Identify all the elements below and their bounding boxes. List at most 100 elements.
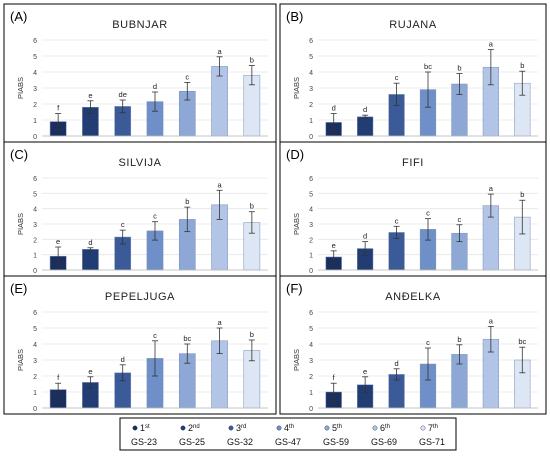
chart-panel: (D) FIFI 0 1 2 3 4 5 6 PIABS e d c c c a b	[279, 141, 547, 277]
legend-stage-label: GS-69	[371, 437, 397, 447]
y-tick-label: 4	[33, 70, 37, 77]
significance-letter: bc	[424, 62, 432, 71]
panel-label: (A)	[10, 9, 27, 24]
significance-letter: bc	[518, 337, 526, 346]
y-tick-label: 5	[33, 54, 37, 61]
y-axis-label: PIABS	[292, 213, 301, 235]
y-tick-label: 3	[33, 86, 37, 93]
y-tick-label: 1	[33, 118, 37, 125]
significance-letter: d	[332, 104, 336, 113]
legend: 1stGS-232ndGS-253rdGS-324thGS-475thGS-59…	[119, 417, 457, 451]
legend-marker-label: 4th	[284, 423, 294, 433]
significance-letter: d	[363, 232, 367, 241]
significance-letter: d	[88, 238, 92, 247]
y-tick-label: 3	[33, 222, 37, 229]
significance-letter: d	[394, 359, 398, 368]
significance-letter: c	[395, 73, 399, 82]
legend-marker-number: 3	[236, 423, 241, 433]
significance-letter: c	[458, 215, 462, 224]
panel-border	[3, 3, 277, 143]
y-tick-label: 4	[309, 70, 313, 77]
panel-label: (C)	[10, 147, 28, 162]
y-tick-label: 0	[33, 268, 37, 275]
significance-letter: de	[119, 90, 127, 99]
significance-letter: c	[153, 331, 157, 340]
legend-marker	[324, 425, 330, 431]
y-tick-label: 0	[33, 406, 37, 413]
legend-marker-number: 5	[332, 423, 337, 433]
significance-letter: c	[395, 216, 399, 225]
y-tick-label: 5	[309, 191, 313, 198]
chart-title: ANĐELKA	[385, 291, 441, 303]
legend-marker-suffix: nd	[193, 424, 200, 430]
legend-marker-number: 6	[380, 423, 385, 433]
y-axis-label: PIABS	[292, 77, 301, 99]
panel-label: (B)	[286, 9, 303, 24]
legend-marker-label: 6th	[380, 423, 390, 433]
significance-letter: b	[250, 202, 254, 211]
chart-title: SILVIJA	[118, 157, 161, 169]
significance-letter: c	[153, 212, 157, 221]
y-tick-label: 0	[309, 134, 313, 141]
y-axis-label: PIABS	[292, 349, 301, 371]
significance-letter: d	[363, 105, 367, 114]
legend-stage-label: GS-23	[131, 437, 157, 447]
legend-marker-number: 7	[428, 423, 433, 433]
y-tick-label: 6	[309, 310, 313, 317]
significance-letter: c	[426, 338, 430, 347]
y-tick-label: 5	[309, 54, 313, 61]
significance-letter: bc	[183, 334, 191, 343]
legend-marker-number: 1	[140, 423, 145, 433]
panel-label: (D)	[286, 147, 304, 162]
y-tick-label: 0	[309, 268, 313, 275]
y-tick-label: 2	[309, 102, 313, 109]
panel-border	[3, 275, 277, 415]
significance-letter: c	[185, 72, 189, 81]
significance-letter: c	[426, 209, 430, 218]
y-tick-label: 1	[309, 390, 313, 397]
significance-letter: b	[250, 330, 254, 339]
bar	[82, 249, 99, 271]
significance-letter: b	[520, 190, 524, 199]
legend-marker-suffix: th	[433, 424, 438, 430]
y-tick-label: 2	[309, 237, 313, 244]
chart-title: FIFI	[402, 157, 424, 169]
chart-panel: (A) BUBNJAR 0 1 2 3 4 5 6 PIABS f e de d c a b	[3, 3, 277, 143]
y-tick-label: 1	[309, 253, 313, 260]
significance-letter: e	[363, 367, 367, 376]
legend-stage-label: GS-32	[227, 437, 253, 447]
legend-marker-number: 2	[188, 423, 193, 433]
y-tick-label: 5	[33, 191, 37, 198]
y-axis-label: PIABS	[16, 77, 25, 99]
y-axis-label: PIABS	[16, 213, 25, 235]
legend-marker-suffix: th	[385, 424, 390, 430]
y-tick-label: 4	[33, 342, 37, 349]
significance-letter: e	[56, 237, 60, 246]
y-tick-label: 2	[33, 102, 37, 109]
significance-letter: a	[489, 40, 494, 49]
y-tick-label: 4	[309, 342, 313, 349]
y-tick-label: 5	[309, 326, 313, 333]
significance-letter: d	[121, 355, 125, 364]
y-tick-label: 5	[33, 326, 37, 333]
panel-border	[279, 275, 547, 415]
significance-letter: c	[121, 220, 125, 229]
significance-letter: f	[333, 373, 336, 382]
y-tick-label: 3	[309, 358, 313, 365]
chart-title: RUJANA	[389, 19, 437, 31]
legend-marker-number: 4	[284, 423, 289, 433]
y-tick-label: 3	[309, 86, 313, 93]
significance-letter: f	[57, 373, 60, 382]
chart-panel: (B) RUJANA 0 1 2 3 4 5 6 PIABS d d c bc b a b	[279, 3, 547, 143]
legend-marker	[276, 425, 282, 431]
y-tick-label: 2	[33, 237, 37, 244]
y-tick-label: 0	[309, 406, 313, 413]
chart-title: BUBNJAR	[112, 19, 168, 31]
y-tick-label: 4	[309, 207, 313, 214]
legend-stage-label: GS-71	[419, 437, 445, 447]
significance-letter: a	[217, 180, 222, 189]
y-tick-label: 6	[33, 310, 37, 317]
legend-marker-suffix: th	[289, 424, 294, 430]
panel-label: (E)	[10, 281, 27, 296]
